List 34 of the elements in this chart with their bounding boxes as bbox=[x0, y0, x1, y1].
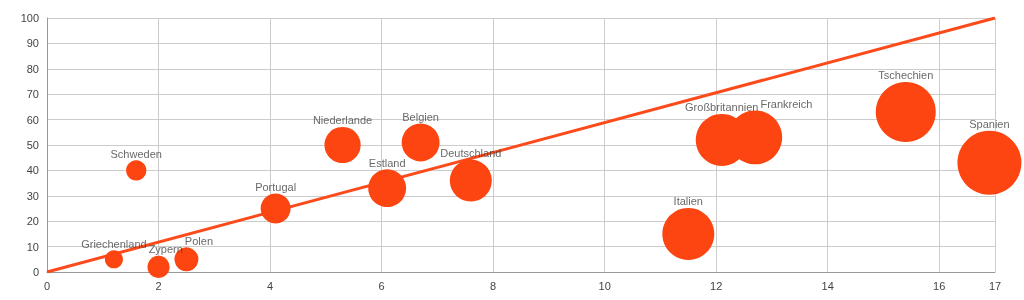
x-tick-label: 0 bbox=[43, 279, 51, 292]
y-tick-label: 0 bbox=[32, 266, 39, 278]
x-tick-label: 10 bbox=[598, 279, 611, 292]
y-tick-label: 60 bbox=[26, 113, 39, 126]
annotation: Frankreich bbox=[760, 97, 813, 110]
annotation: Belgien bbox=[402, 111, 439, 124]
annotation: Niederlande bbox=[312, 114, 373, 127]
annotation: Italien bbox=[673, 195, 703, 208]
y-tick-label: 10 bbox=[26, 240, 39, 253]
x-tick-label: 2 bbox=[155, 279, 162, 292]
annotation: Polen bbox=[184, 234, 214, 247]
x-tick-label: 16 bbox=[933, 279, 946, 292]
y-tick-label: 80 bbox=[26, 62, 39, 75]
annotation: Schweden bbox=[110, 147, 162, 160]
y-tick-label: 40 bbox=[26, 164, 39, 177]
annotation: Portugal bbox=[255, 180, 297, 193]
y-tick-label: 90 bbox=[26, 37, 39, 50]
annotation: Zypern bbox=[148, 243, 183, 256]
annotation: Spanien bbox=[969, 118, 1010, 131]
y-tick-label: 70 bbox=[26, 88, 39, 101]
x-tick-label: 17 bbox=[988, 279, 1002, 292]
annotation: Tschechien bbox=[878, 69, 934, 82]
y-tick-label: 20 bbox=[26, 215, 39, 228]
x-tick-label: 12 bbox=[710, 279, 723, 292]
annotation: Estland bbox=[368, 156, 406, 169]
x-tick-label: 6 bbox=[378, 279, 385, 292]
x-tick-label: 4 bbox=[267, 279, 274, 292]
annotation: Griechenland bbox=[81, 237, 147, 250]
annotation: Großbritannien bbox=[685, 101, 759, 114]
x-tick-label: 14 bbox=[821, 279, 834, 292]
y-tick-label: 30 bbox=[26, 189, 39, 202]
x-tick-label: 8 bbox=[490, 279, 497, 292]
y-tick-label: 100 bbox=[20, 12, 39, 24]
y-tick-label: 50 bbox=[26, 139, 39, 151]
